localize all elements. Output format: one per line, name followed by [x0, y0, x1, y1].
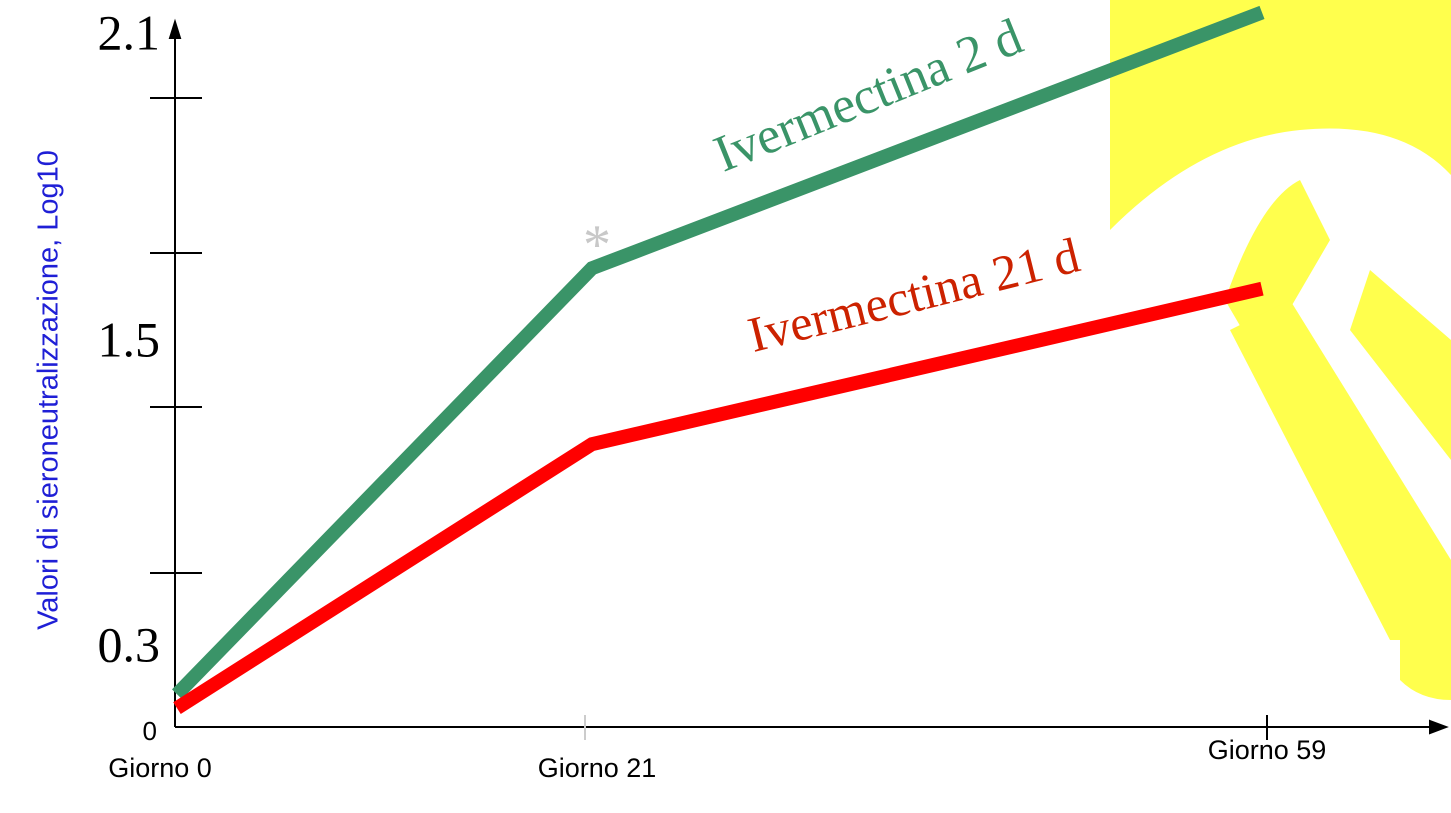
annotation: *: [583, 214, 611, 276]
axes: [150, 18, 1449, 740]
background-decoration: [1110, 0, 1451, 700]
y-axis-title: Valori di sieroneutralizzazione, Log10: [33, 150, 65, 630]
series-line: [173, 281, 1264, 715]
x-tick-label: Giorno 21: [538, 753, 657, 783]
series-line: [171, 5, 1265, 700]
x-tick-label: Giorno 0: [108, 753, 212, 783]
y-tick-label: 1.5: [98, 311, 161, 367]
y-tick-label: 0.3: [98, 616, 161, 672]
x-tick-label: Giorno 59: [1208, 735, 1327, 765]
y-tick-label: 0: [143, 716, 157, 746]
y-tick-label: 2.1: [98, 4, 161, 60]
